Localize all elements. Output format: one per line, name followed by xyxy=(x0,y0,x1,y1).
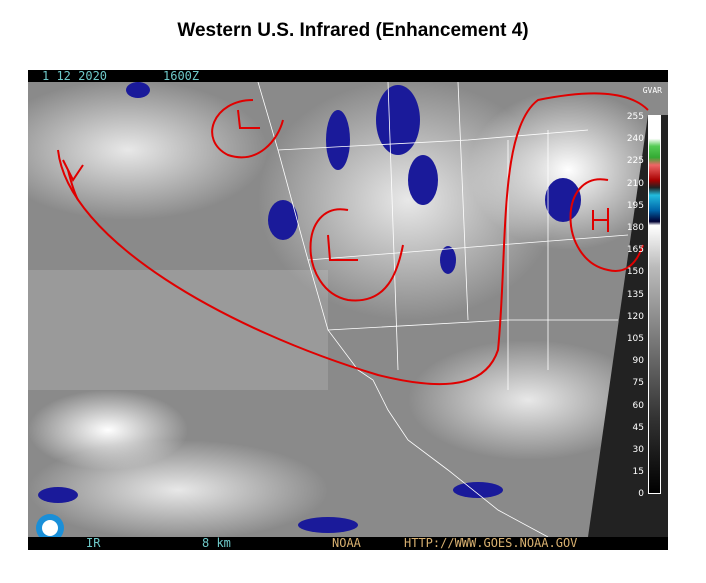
image-date: 1 12 2020 xyxy=(42,70,108,83)
scale-tick-label: 180 xyxy=(626,223,644,233)
scale-tick-label: 135 xyxy=(626,289,644,300)
scale-tick-label: 150 xyxy=(626,267,644,278)
scale-tick-label: 225 xyxy=(626,156,644,167)
scale-tick-label: 210 xyxy=(626,178,644,189)
state-boundaries xyxy=(257,81,629,538)
scale-tick-label: 105 xyxy=(626,334,644,344)
scale-tick-label: 90 xyxy=(632,356,644,367)
image-time: 1600Z xyxy=(163,70,200,83)
scale-tick-label: 165 xyxy=(626,245,644,256)
annotation-letters xyxy=(237,109,609,261)
scale-tick-label: 30 xyxy=(632,445,644,455)
satellite-image: 1 12 2020 1600Z GVAR 255 240 225 210 195 180 1… xyxy=(28,70,668,550)
red-annotations xyxy=(57,92,649,386)
scale-tick-label: 45 xyxy=(632,422,644,433)
channel-label: IR xyxy=(86,536,101,550)
scale-tick-label: 255 xyxy=(626,112,644,122)
color-scale-bar xyxy=(648,115,661,494)
scale-tick-label: 75 xyxy=(632,378,644,389)
page-title: Western U.S. Infrared (Enhancement 4) xyxy=(177,20,529,41)
source-url: HTTP://WWW.GOES.NOAA.GOV xyxy=(404,536,578,550)
scale-tick-label: 120 xyxy=(626,311,644,322)
footer-bar: IR 8 km NOAA HTTP://WWW.GOES.NOAA.GOV xyxy=(28,537,668,550)
satellite-imagery xyxy=(28,80,668,542)
header-bar: 1 12 2020 1600Z xyxy=(28,70,668,82)
scale-tick-label: 0 xyxy=(638,489,644,500)
resolution-label: 8 km xyxy=(202,536,231,550)
scale-tick-label: 195 xyxy=(626,200,644,211)
agency-label: NOAA xyxy=(332,536,361,550)
scale-tick-label: 240 xyxy=(626,134,644,145)
cold-cloud-tops xyxy=(38,82,581,533)
scale-tick-label: 15 xyxy=(632,467,644,478)
corner-label: GVAR xyxy=(642,86,662,95)
scale-tick-label: 60 xyxy=(632,400,644,411)
